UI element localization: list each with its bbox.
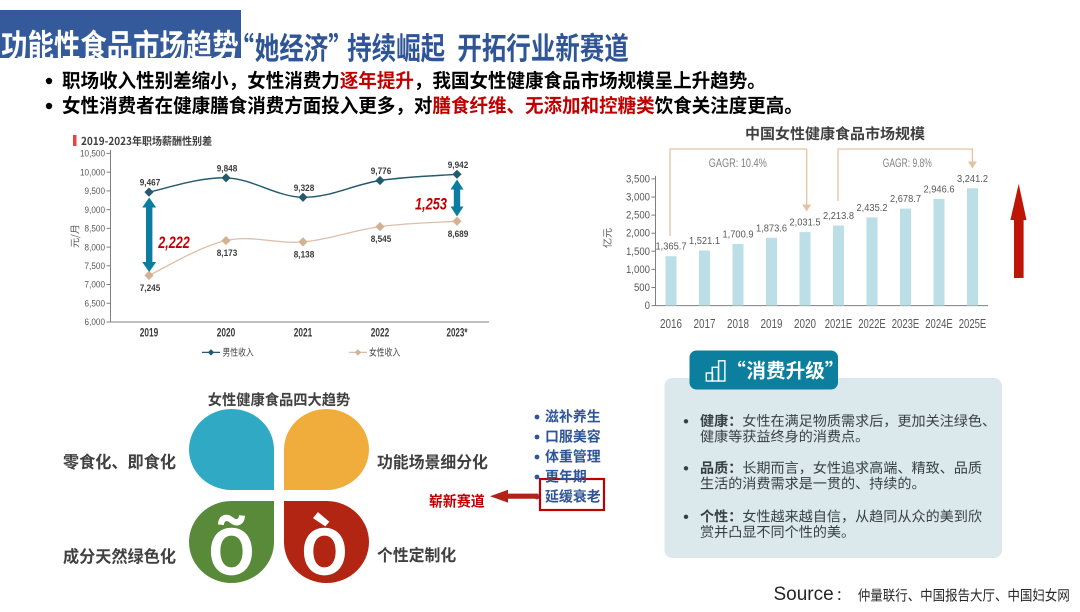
svg-text:1,253: 1,253 — [415, 195, 447, 214]
svg-text:9,848: 9,848 — [217, 163, 238, 174]
svg-text:1,365.7: 1,365.7 — [656, 242, 687, 253]
svg-text:8,545: 8,545 — [371, 234, 392, 245]
svg-text:8,138: 8,138 — [294, 249, 315, 260]
svg-text:1,521.1: 1,521.1 — [689, 236, 720, 247]
svg-text:GAGR: 9.8%: GAGR: 9.8% — [883, 158, 932, 170]
svg-text:2019: 2019 — [140, 328, 159, 340]
svg-text:8,689: 8,689 — [448, 229, 469, 240]
svg-text:0: 0 — [645, 300, 650, 312]
svg-text:8,000: 8,000 — [85, 242, 105, 253]
svg-text:8,173: 8,173 — [217, 248, 238, 259]
svg-text:9,328: 9,328 — [294, 183, 315, 194]
svg-text:3,000: 3,000 — [626, 192, 650, 204]
svg-text:2022E: 2022E — [858, 316, 886, 331]
svg-text:9,500: 9,500 — [85, 186, 105, 197]
svg-text:9,776: 9,776 — [371, 166, 392, 177]
svg-text:2016: 2016 — [660, 316, 682, 331]
svg-text:2021E: 2021E — [825, 316, 853, 331]
svg-text:7,500: 7,500 — [85, 261, 105, 272]
svg-text:2020: 2020 — [217, 328, 236, 340]
svg-text:2,000: 2,000 — [626, 228, 650, 240]
svg-text:500: 500 — [634, 282, 650, 294]
svg-text:1,500: 1,500 — [626, 246, 650, 258]
svg-text:2019: 2019 — [761, 316, 783, 331]
svg-text:2017: 2017 — [694, 316, 716, 331]
svg-text:9,000: 9,000 — [85, 205, 105, 216]
svg-text:2021: 2021 — [294, 328, 313, 340]
svg-text:2,500: 2,500 — [626, 210, 650, 222]
svg-text:1,700.9: 1,700.9 — [723, 230, 754, 241]
svg-text:2022: 2022 — [371, 328, 390, 340]
svg-text:2,946.6: 2,946.6 — [924, 184, 955, 195]
svg-text:GAGR: 10.4%: GAGR: 10.4% — [709, 158, 767, 170]
svg-text:2,031.5: 2,031.5 — [790, 218, 821, 229]
svg-text:7,245: 7,245 — [140, 283, 161, 294]
svg-text:2020: 2020 — [794, 316, 816, 331]
svg-text:2025E: 2025E — [959, 316, 987, 331]
svg-text:2,222: 2,222 — [158, 233, 191, 252]
svg-text:10,000: 10,000 — [80, 167, 105, 178]
svg-text:9,942: 9,942 — [448, 160, 469, 171]
svg-text:6,500: 6,500 — [85, 298, 105, 309]
svg-text:2,435.2: 2,435.2 — [857, 203, 888, 214]
svg-text:2023*: 2023* — [447, 328, 468, 340]
svg-text:9,467: 9,467 — [140, 178, 161, 189]
svg-text:7,000: 7,000 — [85, 280, 105, 291]
svg-text:2,213.8: 2,213.8 — [823, 211, 854, 222]
svg-text:2024E: 2024E — [925, 316, 953, 331]
svg-text:3,241.2: 3,241.2 — [957, 174, 988, 185]
svg-text:6,000: 6,000 — [85, 317, 105, 328]
svg-text:2018: 2018 — [727, 316, 749, 331]
svg-text:10,500: 10,500 — [80, 149, 105, 160]
svg-text:Source: Source — [774, 584, 834, 605]
svg-text:2,678.7: 2,678.7 — [890, 194, 921, 205]
svg-text:3,500: 3,500 — [626, 173, 650, 185]
svg-text:2023E: 2023E — [892, 316, 920, 331]
svg-text:1,873.6: 1,873.6 — [756, 223, 787, 234]
svg-text:8,500: 8,500 — [85, 224, 105, 235]
svg-text:1,000: 1,000 — [626, 264, 650, 276]
